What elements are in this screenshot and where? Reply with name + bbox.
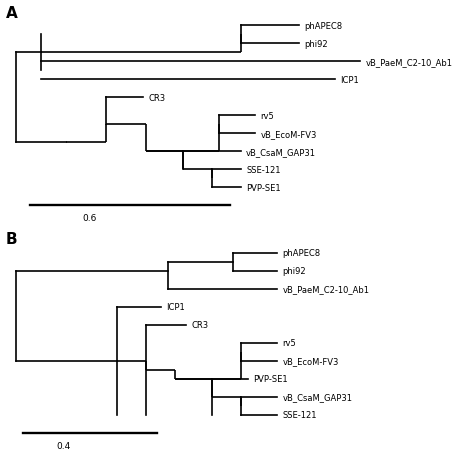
Text: rv5: rv5	[261, 112, 274, 120]
Text: vB_PaeM_C2-10_Ab1: vB_PaeM_C2-10_Ab1	[366, 57, 453, 67]
Text: 0.4: 0.4	[56, 441, 70, 450]
Text: vB_CsaM_GAP31: vB_CsaM_GAP31	[283, 392, 352, 402]
Text: phAPEC8: phAPEC8	[283, 249, 320, 258]
Text: CR3: CR3	[191, 321, 209, 330]
Text: phi92: phi92	[283, 267, 306, 276]
Text: 0.6: 0.6	[83, 214, 97, 223]
Text: ICP1: ICP1	[166, 302, 185, 312]
Text: ICP1: ICP1	[340, 75, 359, 84]
Text: vB_PaeM_C2-10_Ab1: vB_PaeM_C2-10_Ab1	[283, 285, 369, 294]
Text: rv5: rv5	[283, 339, 296, 347]
Text: SSE-121: SSE-121	[283, 410, 317, 420]
Text: A: A	[6, 6, 18, 21]
Text: phAPEC8: phAPEC8	[304, 22, 342, 31]
Text: vB_CsaM_GAP31: vB_CsaM_GAP31	[246, 147, 316, 157]
Text: B: B	[6, 232, 18, 247]
Text: PVP-SE1: PVP-SE1	[246, 183, 281, 192]
Text: SSE-121: SSE-121	[246, 165, 281, 174]
Text: vB_EcoM-FV3: vB_EcoM-FV3	[261, 129, 317, 138]
Text: CR3: CR3	[148, 94, 165, 102]
Text: phi92: phi92	[304, 39, 328, 49]
Text: vB_EcoM-FV3: vB_EcoM-FV3	[283, 357, 339, 365]
Text: PVP-SE1: PVP-SE1	[253, 375, 288, 384]
